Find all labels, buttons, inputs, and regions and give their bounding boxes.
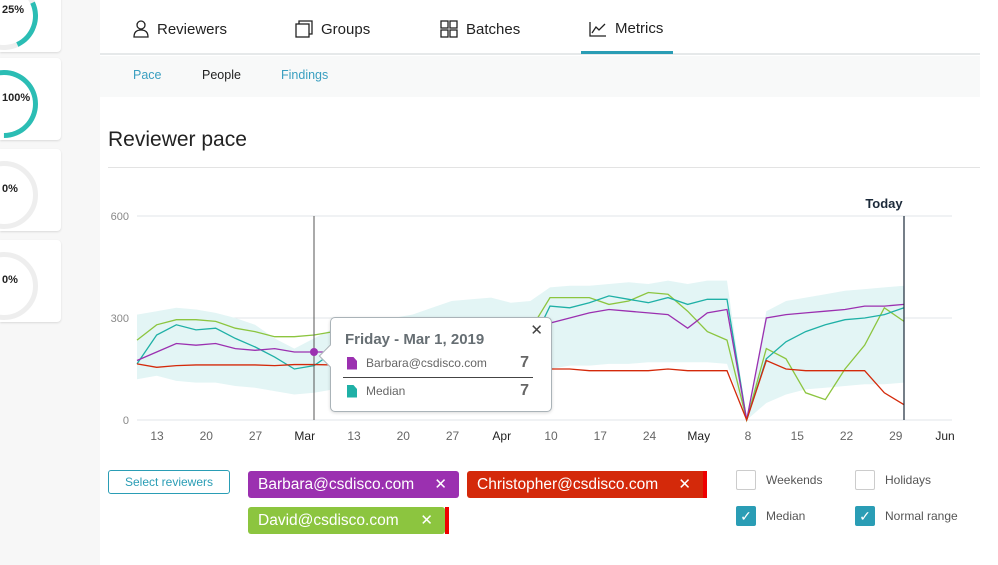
weekends-checkbox[interactable]: Weekends	[736, 470, 822, 490]
tab-label: Groups	[321, 20, 371, 38]
tab-bar: Reviewers Groups Batches Metrics	[100, 0, 980, 55]
x-tick-label: 24	[643, 429, 657, 443]
x-tick-label: 27	[249, 429, 263, 443]
x-tick-label: 13	[150, 429, 164, 443]
card-percent: 0%	[2, 274, 18, 286]
x-tick-label: 8	[745, 429, 752, 443]
sub-nav: Pace People Findings	[100, 56, 980, 97]
tooltip-divider	[343, 377, 533, 378]
tooltip-row-value: 7	[520, 382, 529, 399]
tooltip-row: Barbara@csdisco.com 7	[347, 353, 529, 373]
check-icon[interactable]: ✓	[736, 506, 756, 526]
select-reviewers-button[interactable]: Select reviewers	[108, 470, 230, 494]
tooltip-row-value: 7	[520, 354, 529, 371]
subtab-pace[interactable]: Pace	[133, 68, 162, 82]
checkbox-label: Median	[766, 509, 806, 523]
x-tick-label: 10	[544, 429, 558, 443]
progress-card[interactable]: 0%	[0, 240, 61, 322]
card-percent: 100%	[2, 92, 31, 104]
reviewer-chip[interactable]: Christopher@csdisco.com ✕	[467, 471, 707, 498]
x-tick-label: 27	[446, 429, 460, 443]
tab-label: Reviewers	[157, 20, 228, 38]
checkbox-box[interactable]	[736, 470, 756, 490]
y-tick-label: 600	[111, 211, 129, 223]
subtab-findings[interactable]: Findings	[281, 68, 329, 82]
remove-icon[interactable]: ✕	[420, 512, 433, 529]
chip-label: Christopher@csdisco.com	[477, 476, 659, 493]
tab-label: Metrics	[615, 20, 664, 37]
hover-point	[310, 348, 318, 356]
person-icon	[133, 20, 149, 38]
tooltip-row-label: Barbara@csdisco.com	[366, 356, 487, 370]
chip-marker	[703, 471, 707, 498]
x-tick-label: Mar	[294, 429, 315, 443]
main-panel: Reviewers Groups Batches Metrics Pace Pe…	[100, 0, 980, 565]
document-icon	[347, 356, 357, 370]
checkbox-box[interactable]	[855, 470, 875, 490]
document-icon	[347, 384, 357, 398]
chip-marker	[445, 507, 449, 534]
tab-metrics[interactable]: Metrics	[581, 20, 674, 54]
line-chart-icon	[589, 21, 606, 37]
active-tab-indicator	[581, 51, 674, 54]
normal-range-checkbox[interactable]: ✓ Normal range	[855, 506, 958, 526]
checkbox-label: Holidays	[885, 473, 932, 487]
divider	[108, 167, 980, 168]
reviewer-chip[interactable]: Barbara@csdisco.com ✕	[248, 471, 459, 498]
x-tick-label: Jun	[935, 429, 954, 443]
tab-batches[interactable]: Batches	[440, 20, 520, 38]
x-tick-label: 29	[889, 429, 903, 443]
tab-groups[interactable]: Groups	[295, 20, 370, 38]
y-tick-label: 0	[123, 415, 129, 427]
sidebar: 25% 100% 0% 0%	[0, 0, 100, 565]
tab-reviewers[interactable]: Reviewers	[133, 20, 227, 38]
card-percent: 0%	[2, 183, 18, 195]
progress-card[interactable]: 0%	[0, 149, 61, 231]
reviewer-chip[interactable]: David@csdisco.com ✕	[248, 507, 449, 534]
check-icon[interactable]: ✓	[855, 506, 875, 526]
close-icon[interactable]: ✕	[530, 322, 543, 339]
progress-card[interactable]: 100%	[0, 55, 61, 153]
page-title: Reviewer pace	[108, 128, 247, 151]
subtab-people[interactable]: People	[202, 68, 241, 82]
grid-icon	[440, 20, 458, 38]
x-tick-label: 22	[840, 429, 854, 443]
chart-tooltip: Friday - Mar 1, 2019 ✕ Barbara@csdisco.c…	[318, 317, 552, 412]
x-tick-label: 20	[200, 429, 214, 443]
holidays-checkbox[interactable]: Holidays	[855, 470, 931, 490]
x-tick-label: May	[687, 429, 710, 443]
copy-icon	[295, 20, 313, 38]
today-label: Today	[865, 196, 903, 211]
remove-icon[interactable]: ✕	[678, 476, 691, 493]
remove-icon[interactable]: ✕	[434, 476, 447, 493]
chip-label: Barbara@csdisco.com	[258, 476, 415, 493]
tooltip-row: Median 7	[347, 381, 529, 401]
card-percent: 25%	[2, 4, 25, 16]
x-tick-label: Apr	[492, 429, 511, 443]
checkbox-label: Weekends	[766, 473, 823, 487]
median-checkbox[interactable]: ✓ Median	[736, 506, 805, 526]
progress-card[interactable]: 25%	[0, 0, 61, 60]
chip-label: David@csdisco.com	[258, 512, 399, 529]
y-tick-label: 300	[111, 313, 129, 325]
x-tick-label: 17	[594, 429, 608, 443]
x-tick-label: 13	[347, 429, 361, 443]
tooltip-row-label: Median	[366, 384, 406, 398]
tooltip-title: Friday - Mar 1, 2019	[345, 331, 485, 348]
checkbox-label: Normal range	[885, 509, 958, 523]
x-tick-label: 20	[397, 429, 411, 443]
x-tick-label: 15	[791, 429, 805, 443]
tab-label: Batches	[466, 20, 521, 38]
